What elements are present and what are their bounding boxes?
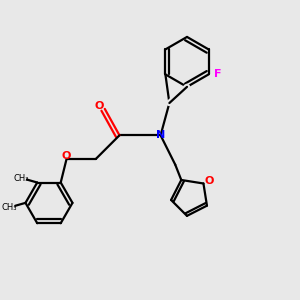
- Text: O: O: [205, 176, 214, 186]
- Text: F: F: [214, 69, 222, 80]
- Text: N: N: [156, 130, 165, 140]
- Text: CH₃: CH₃: [13, 174, 29, 183]
- Text: CH₃: CH₃: [2, 203, 17, 212]
- Text: O: O: [94, 101, 104, 111]
- Text: O: O: [62, 151, 71, 161]
